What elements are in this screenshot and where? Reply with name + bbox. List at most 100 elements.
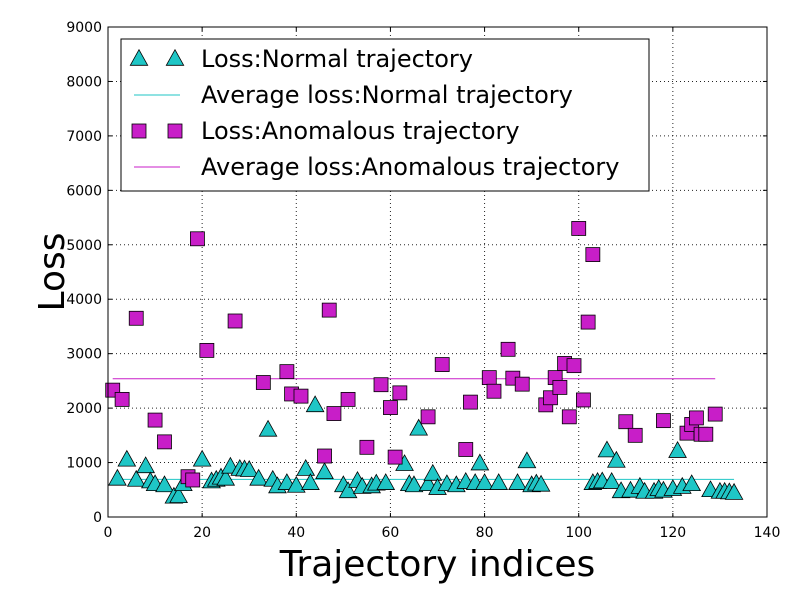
anomalous-loss-point <box>566 358 582 374</box>
y-tick-label: 9000 <box>66 20 102 36</box>
anomalous-loss-point <box>293 388 309 404</box>
anomalous-loss-point <box>500 341 516 357</box>
normal-loss-point <box>192 449 212 467</box>
anomalous-loss-point <box>514 376 530 392</box>
anomalous-loss-point <box>383 400 398 415</box>
anomalous-loss-point <box>128 310 144 326</box>
legend-square-marker <box>167 123 183 139</box>
anomalous-loss-point <box>618 414 634 430</box>
normal-loss-point <box>258 419 278 437</box>
anomalous-loss-point <box>434 357 450 372</box>
grid <box>108 27 767 517</box>
normal-loss-point <box>239 460 259 477</box>
anomalous-loss-point <box>199 342 215 358</box>
y-axis-title: Loss <box>32 233 73 312</box>
y-tick-label: 4000 <box>66 292 102 308</box>
anomalous-loss-point <box>279 364 295 380</box>
data-points <box>105 221 744 504</box>
anomalous-loss-point <box>326 406 342 421</box>
anomalous-loss-point <box>147 412 163 428</box>
normal-loss-point <box>606 450 626 468</box>
anomalous-loss-point <box>321 302 337 318</box>
normal-loss-point <box>489 473 509 490</box>
normal-loss-point <box>376 473 396 490</box>
legend-triangle-marker <box>129 48 149 66</box>
y-tick-label: 3000 <box>66 347 102 363</box>
anomalous-loss-point <box>576 392 591 408</box>
y-tick-label: 8000 <box>66 74 102 90</box>
anomalous-loss-point <box>707 406 723 422</box>
normal-loss-point <box>517 451 537 469</box>
x-tick-label: 140 <box>754 525 781 541</box>
legend-label: Average loss:Anomalous trajectory <box>201 153 620 181</box>
anomalous-loss-point <box>656 413 671 429</box>
anomalous-loss-point <box>585 247 601 262</box>
x-tick-label: 0 <box>104 525 113 541</box>
anomalous-loss-point <box>114 391 130 407</box>
anomalous-loss-point <box>190 231 205 247</box>
legend-triangle-marker <box>165 48 185 66</box>
anomalous-loss-point <box>688 410 704 426</box>
y-tick-label: 7000 <box>66 129 102 145</box>
normal-loss-point <box>126 469 146 487</box>
anomalous-loss-point <box>486 383 502 399</box>
normal-loss-point <box>531 474 551 492</box>
normal-loss-point <box>597 440 617 458</box>
x-tick-label: 20 <box>193 525 211 541</box>
y-tick-label: 1000 <box>66 456 102 472</box>
x-tick-label: 40 <box>287 525 305 541</box>
plot-frame <box>107 26 768 518</box>
anomalous-loss-point <box>157 434 172 450</box>
x-tick-label: 100 <box>565 525 592 541</box>
legend-square-marker <box>131 123 147 139</box>
anomalous-loss-point <box>627 427 643 443</box>
normal-loss-point <box>724 482 744 500</box>
anomalous-loss-point <box>571 221 587 236</box>
normal-loss-point <box>305 395 325 413</box>
normal-loss-point <box>136 456 156 474</box>
anomalous-loss-point <box>580 314 596 330</box>
anomalous-loss-point <box>359 439 375 455</box>
normal-loss-point <box>108 468 127 486</box>
normal-loss-point <box>602 472 622 489</box>
normal-loss-point <box>423 463 443 481</box>
normal-loss-point <box>409 418 429 436</box>
normal-loss-point <box>475 473 494 490</box>
anomalous-loss-point <box>340 391 356 407</box>
normal-loss-point <box>315 462 334 480</box>
legend: Loss:Normal trajectory Average loss:Norma… <box>120 38 650 192</box>
anomalous-loss-point <box>698 426 714 442</box>
normal-loss-point <box>249 468 269 486</box>
normal-loss-point <box>117 449 137 467</box>
normal-loss-point <box>296 458 316 476</box>
normal-loss-point <box>155 475 174 493</box>
normal-loss-point <box>418 474 438 492</box>
anomalous-loss-point <box>420 409 436 425</box>
y-tick-label: 5000 <box>66 238 102 254</box>
anomalous-loss-point <box>561 409 577 425</box>
x-tick-label: 60 <box>382 525 400 541</box>
x-axis-title: Trajectory indices <box>279 544 596 585</box>
normal-loss-point <box>301 473 320 490</box>
anomalous-loss-point <box>185 472 201 488</box>
normal-loss-point <box>404 475 424 493</box>
normal-loss-point <box>216 468 236 486</box>
anomalous-loss-point <box>392 385 408 401</box>
legend-label: Loss:Anomalous trajectory <box>201 117 520 145</box>
anomalous-loss-point <box>255 375 271 390</box>
legend-label: Loss:Normal trajectory <box>201 45 473 73</box>
anomalous-loss-point <box>552 380 568 395</box>
normal-loss-point <box>508 473 527 490</box>
x-tick-label: 80 <box>476 525 494 541</box>
anomalous-loss-point <box>481 370 497 386</box>
normal-loss-point <box>668 441 687 458</box>
normal-loss-point <box>286 475 306 493</box>
normal-loss-point <box>169 486 188 504</box>
anomalous-loss-point <box>458 442 474 457</box>
y-tick-label: 2000 <box>66 401 102 417</box>
normal-loss-point <box>682 474 702 492</box>
anomalous-loss-point <box>463 394 478 410</box>
legend-label: Average loss:Normal trajectory <box>201 81 573 109</box>
normal-loss-point <box>470 453 490 471</box>
